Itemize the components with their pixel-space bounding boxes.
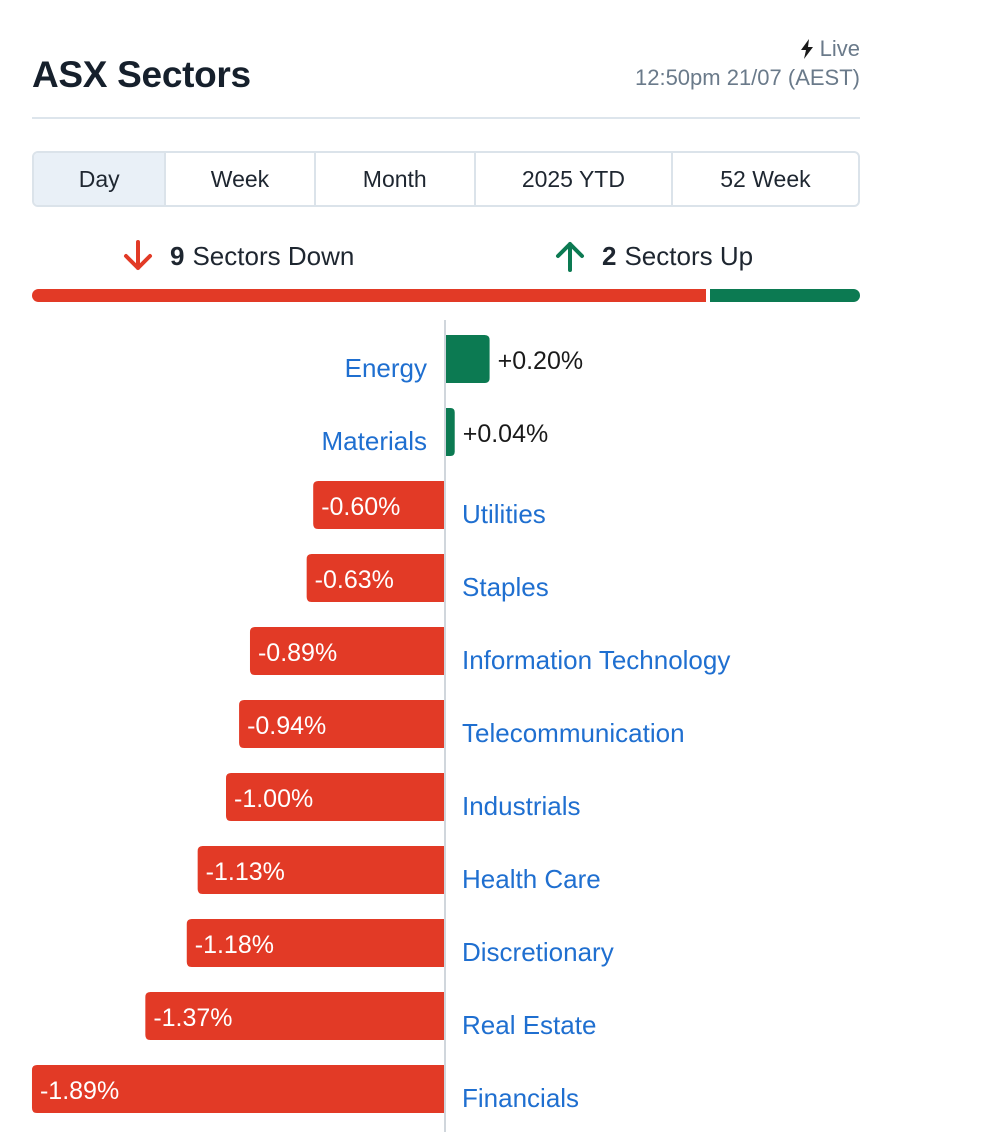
timestamp: 12:50pm 21/07 (AEST) — [634, 65, 860, 90]
value-label: -0.60% — [321, 493, 400, 521]
sectors-up-count: 2 — [602, 240, 617, 271]
value-label: -1.89% — [40, 1077, 119, 1105]
value-label: -1.13% — [206, 858, 285, 886]
live-label: Live — [819, 36, 860, 61]
sectors-down-label: Sectors Down — [192, 240, 355, 271]
bar-health-care — [197, 846, 444, 894]
lightning-bolt-icon — [800, 39, 813, 59]
bar-industrials — [226, 773, 444, 821]
category-link-industrials[interactable]: Industrials — [462, 791, 581, 821]
category-link-staples[interactable]: Staples — [462, 572, 549, 602]
sectors-down-count: 9 — [170, 240, 185, 271]
bar-discretionary — [186, 919, 444, 967]
live-status: Live 12:50pm 21/07 (AEST) — [635, 36, 860, 91]
sectors-down-summary: 9 Sectors Down — [120, 238, 354, 274]
category-link-health-care[interactable]: Health Care — [462, 864, 601, 894]
category-link-energy[interactable]: Energy — [345, 353, 427, 383]
category-link-telecommunication[interactable]: Telecommunication — [462, 718, 685, 748]
value-label: -0.63% — [315, 566, 394, 594]
category-link-utilities[interactable]: Utilities — [462, 499, 546, 529]
arrow-up-icon — [556, 242, 584, 272]
value-label: -0.94% — [247, 712, 326, 740]
value-label: -1.18% — [195, 931, 274, 959]
tab-month[interactable]: Month — [316, 153, 476, 205]
split-bar-down — [32, 289, 706, 302]
sectors-up-summary: 2 Sectors Up — [552, 238, 753, 274]
period-tabs: Day Week Month 2025 YTD 52 Week — [32, 151, 860, 207]
split-bar-up — [710, 289, 860, 302]
bar-real-estate — [145, 992, 444, 1040]
page-title: ASX Sectors — [32, 54, 251, 95]
bar-financials — [31, 1065, 444, 1113]
tab-52-week[interactable]: 52 Week — [720, 165, 811, 192]
bar-telecommunication — [239, 700, 444, 748]
category-link-materials[interactable]: Materials — [322, 426, 427, 456]
bar-information-technology — [249, 627, 444, 675]
value-label: -1.37% — [153, 1004, 232, 1032]
bar-utilities — [313, 481, 444, 529]
arrow-down-icon — [124, 240, 152, 270]
bar-materials — [446, 408, 455, 456]
sectors-up-label: Sectors Up — [624, 240, 754, 271]
category-link-real-estate[interactable]: Real Estate — [462, 1010, 596, 1040]
value-label: -1.00% — [234, 785, 313, 813]
bar-staples — [306, 554, 444, 602]
tab-day[interactable]: Day — [34, 153, 167, 205]
category-link-discretionary[interactable]: Discretionary — [462, 937, 614, 967]
category-link-financials[interactable]: Financials — [462, 1083, 579, 1113]
value-label: +0.20% — [498, 347, 583, 375]
tab-week[interactable]: Week — [166, 153, 316, 205]
sector-split-bar — [32, 289, 860, 302]
bar-energy — [446, 335, 490, 383]
value-label: -0.89% — [258, 639, 337, 667]
header-divider — [32, 117, 860, 119]
sector-bar-chart: +0.20% Energy +0.04% Materials -0.60% Utiliti… — [31, 320, 730, 1132]
tab-2025-ytd[interactable]: 2025 YTD — [476, 153, 673, 205]
value-label: +0.04% — [463, 420, 548, 448]
category-link-information-technology[interactable]: Information Technology — [462, 645, 730, 675]
